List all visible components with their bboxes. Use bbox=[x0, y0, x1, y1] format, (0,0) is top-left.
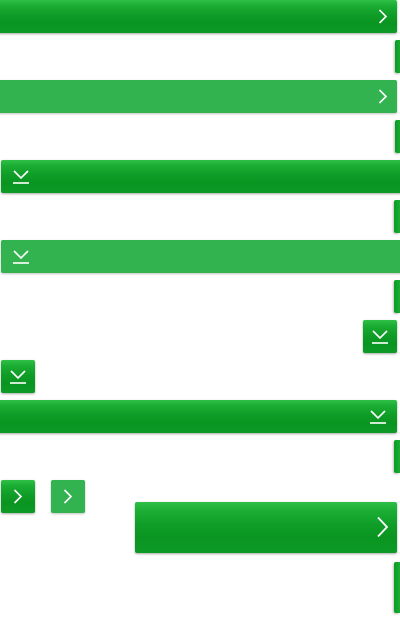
chevron-right-icon bbox=[378, 89, 388, 104]
expand-bar-button-1[interactable] bbox=[0, 0, 397, 33]
side-tab-4[interactable] bbox=[394, 280, 400, 313]
chevron-right-icon bbox=[378, 9, 388, 24]
download-icon bbox=[9, 368, 27, 385]
side-tab-6[interactable] bbox=[394, 562, 400, 613]
side-tab-5[interactable] bbox=[394, 440, 400, 473]
download-icon bbox=[12, 248, 30, 265]
side-tab-2[interactable] bbox=[395, 120, 400, 153]
download-icon bbox=[369, 408, 387, 425]
chevron-right-icon bbox=[376, 516, 389, 538]
download-bar-button-1[interactable] bbox=[1, 160, 400, 193]
chevron-square-button-1[interactable] bbox=[1, 480, 35, 513]
chevron-right-icon bbox=[63, 489, 73, 504]
chevron-square-button-2[interactable] bbox=[51, 480, 85, 513]
expand-bar-button-2[interactable] bbox=[0, 80, 397, 113]
large-chevron-button[interactable] bbox=[135, 502, 397, 553]
side-tab-1[interactable] bbox=[395, 40, 400, 73]
download-icon bbox=[371, 328, 389, 345]
download-square-button-1[interactable] bbox=[363, 320, 397, 353]
side-tab-3[interactable] bbox=[394, 200, 400, 233]
chevron-right-icon bbox=[13, 489, 23, 504]
download-bar-button-2[interactable] bbox=[1, 240, 400, 273]
download-square-button-2[interactable] bbox=[1, 360, 35, 393]
download-bar-button-3[interactable] bbox=[0, 400, 397, 433]
download-icon bbox=[12, 168, 30, 185]
